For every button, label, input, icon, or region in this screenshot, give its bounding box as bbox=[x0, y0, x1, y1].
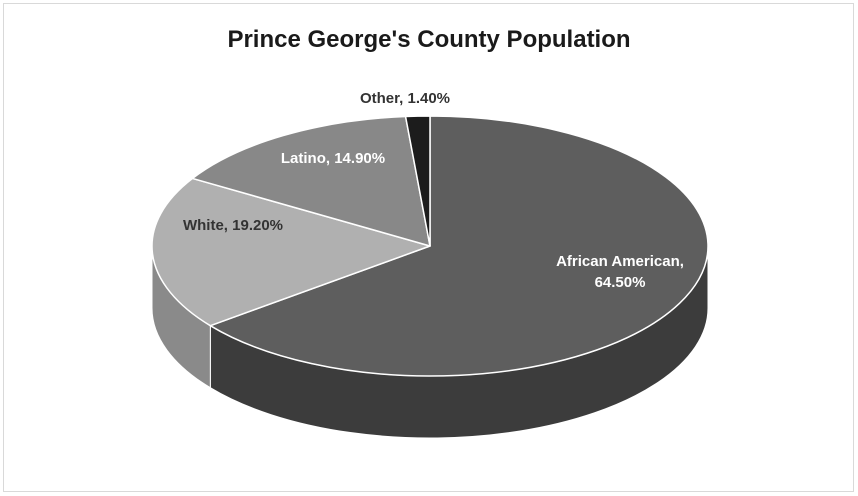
slice-label-other: Other, 1.40% bbox=[360, 90, 450, 107]
pie-slices bbox=[151, 115, 709, 377]
slice-label-white: White, 19.20% bbox=[183, 217, 283, 234]
slice-labels: African American, 64.50% White, 19.20% Lati… bbox=[183, 90, 684, 291]
pie-slice-other bbox=[404, 115, 431, 247]
pie-slice-white bbox=[151, 177, 431, 327]
chart-title: Prince George's County Population bbox=[227, 26, 631, 53]
pie-slice-african-american bbox=[209, 115, 709, 377]
pie-slice-latino bbox=[191, 115, 431, 247]
slice-label-african-american: African American, 64.50% bbox=[556, 253, 684, 291]
slice-label-latino: Latino, 14.90% bbox=[281, 150, 385, 167]
